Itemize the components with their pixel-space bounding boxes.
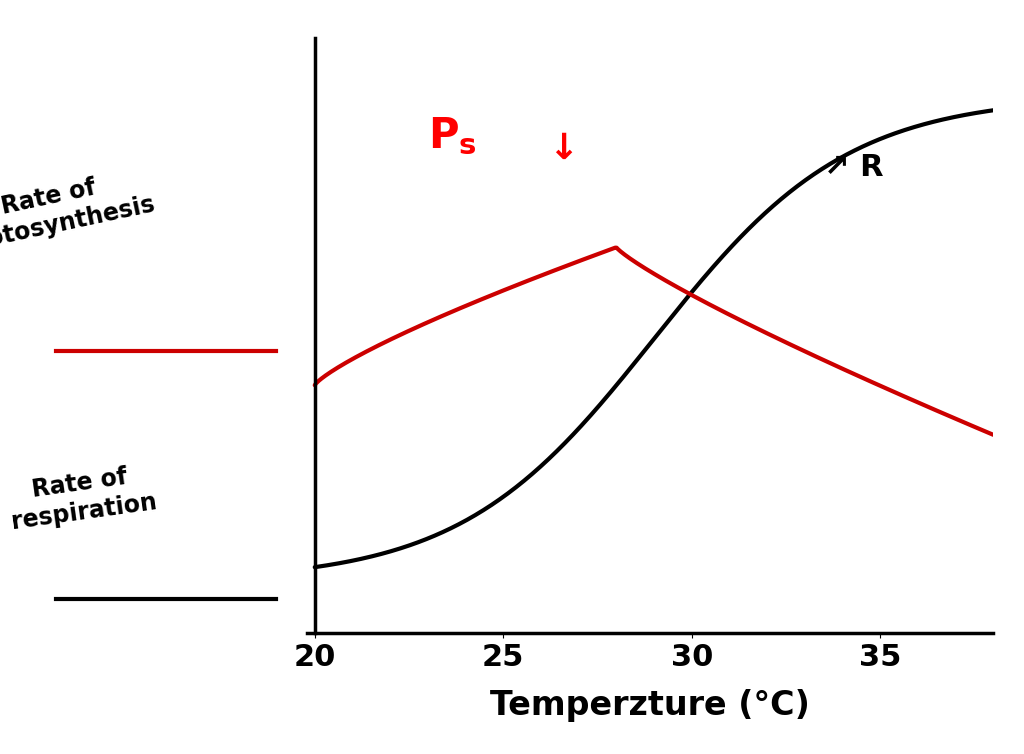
Text: ↗ R: ↗ R xyxy=(823,152,884,182)
Text: $\mathbf{P_s}$: $\mathbf{P_s}$ xyxy=(428,115,477,157)
Text: Rate of
respiration: Rate of respiration xyxy=(5,461,159,534)
X-axis label: Temperzture (°C): Temperzture (°C) xyxy=(490,688,810,722)
Text: ↓: ↓ xyxy=(549,132,579,166)
Text: Rate of
photosynthesis: Rate of photosynthesis xyxy=(0,164,157,258)
